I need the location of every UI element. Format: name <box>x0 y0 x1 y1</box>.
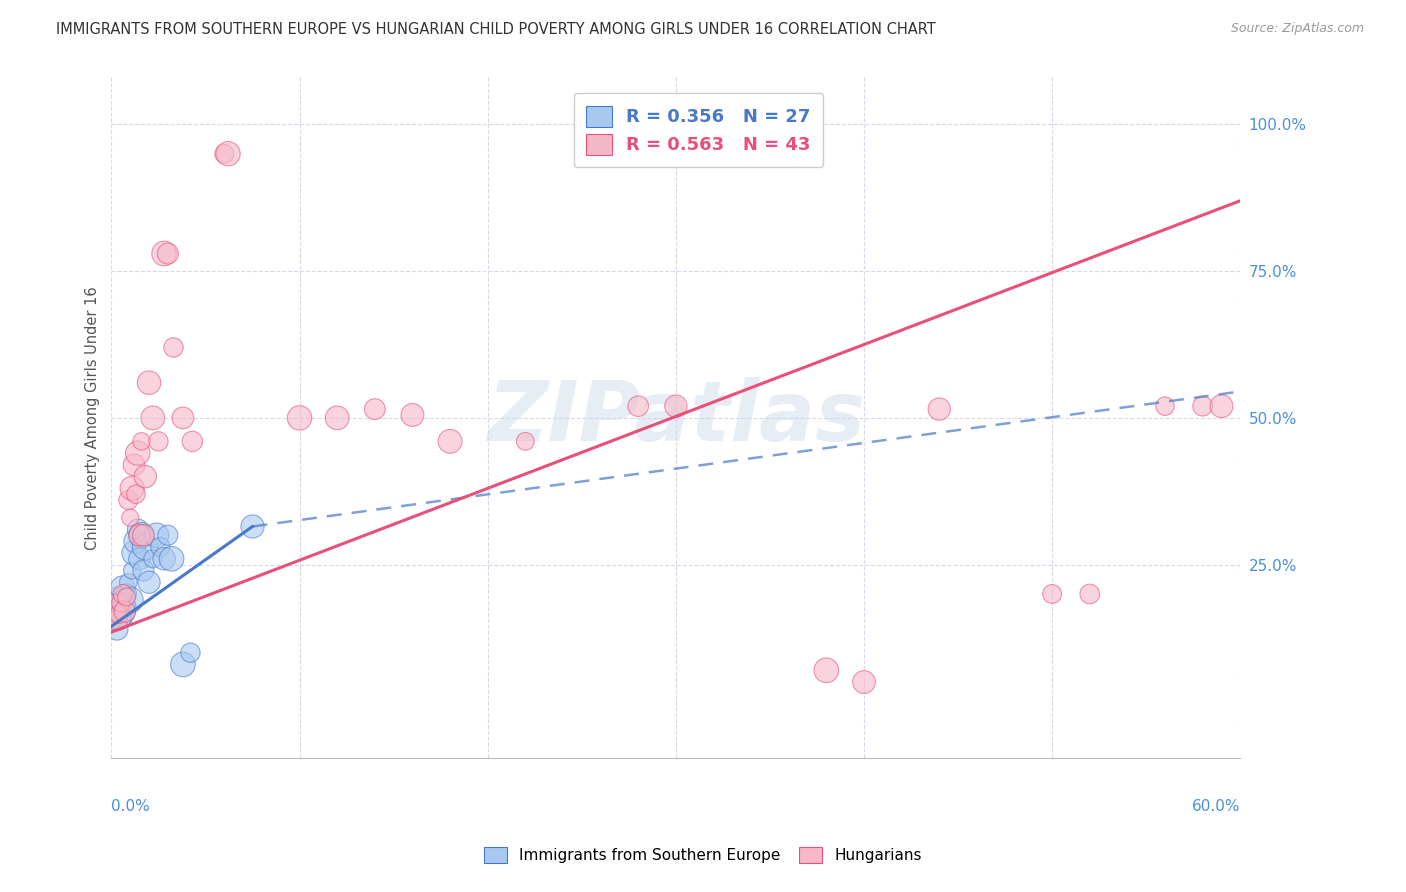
Point <box>156 246 179 260</box>
Point <box>179 646 201 660</box>
Point <box>439 434 461 449</box>
Point <box>114 599 136 613</box>
Point <box>104 601 127 615</box>
Text: Source: ZipAtlas.com: Source: ZipAtlas.com <box>1230 22 1364 36</box>
Point <box>125 487 148 501</box>
Text: 60.0%: 60.0% <box>1192 799 1240 814</box>
Point <box>117 575 139 590</box>
Point <box>928 402 950 417</box>
Point <box>128 528 150 542</box>
Point <box>172 657 194 672</box>
Point <box>105 622 128 636</box>
Point <box>108 610 131 624</box>
Point <box>114 605 136 619</box>
Point <box>160 551 183 566</box>
Point <box>108 607 131 622</box>
Point <box>214 146 236 161</box>
Point <box>138 376 160 390</box>
Point <box>131 528 153 542</box>
Point <box>627 399 650 413</box>
Point <box>853 675 876 690</box>
Point <box>242 519 264 533</box>
Point <box>125 534 148 549</box>
Point <box>132 564 155 578</box>
Point <box>153 551 176 566</box>
Point <box>364 402 387 417</box>
Point <box>138 575 160 590</box>
Point <box>217 146 239 161</box>
Point <box>134 469 156 483</box>
Point <box>142 410 165 425</box>
Legend: R = 0.356   N = 27, R = 0.563   N = 43: R = 0.356 N = 27, R = 0.563 N = 43 <box>574 94 823 168</box>
Point <box>127 523 149 537</box>
Point <box>142 551 165 566</box>
Point <box>120 510 142 524</box>
Point <box>1078 587 1101 601</box>
Point <box>181 434 204 449</box>
Point <box>145 528 167 542</box>
Point <box>131 434 153 449</box>
Point <box>121 481 143 495</box>
Point <box>149 540 172 554</box>
Point <box>115 590 138 604</box>
Point <box>288 410 311 425</box>
Point <box>120 592 142 607</box>
Legend: Immigrants from Southern Europe, Hungarians: Immigrants from Southern Europe, Hungari… <box>477 839 929 871</box>
Point <box>104 601 127 615</box>
Y-axis label: Child Poverty Among Girls Under 16: Child Poverty Among Girls Under 16 <box>86 286 100 549</box>
Point <box>515 434 537 449</box>
Point <box>111 581 134 595</box>
Point <box>117 493 139 508</box>
Point <box>122 546 145 560</box>
Point <box>162 341 184 355</box>
Point <box>148 434 170 449</box>
Point <box>110 596 132 610</box>
Point <box>815 663 838 677</box>
Point <box>128 551 150 566</box>
Point <box>172 410 194 425</box>
Point <box>134 540 156 554</box>
Point <box>1040 587 1063 601</box>
Text: IMMIGRANTS FROM SOUTHERN EUROPE VS HUNGARIAN CHILD POVERTY AMONG GIRLS UNDER 16 : IMMIGRANTS FROM SOUTHERN EUROPE VS HUNGA… <box>56 22 936 37</box>
Point <box>401 408 423 422</box>
Text: 0.0%: 0.0% <box>111 799 150 814</box>
Point <box>156 528 179 542</box>
Point <box>153 246 176 260</box>
Point <box>121 564 143 578</box>
Point <box>111 587 134 601</box>
Point <box>132 528 155 542</box>
Point <box>1154 399 1177 413</box>
Point <box>105 614 128 628</box>
Text: ZIPatlas: ZIPatlas <box>486 377 865 458</box>
Point <box>122 458 145 472</box>
Point <box>326 410 349 425</box>
Point <box>1211 399 1233 413</box>
Point <box>665 399 688 413</box>
Point <box>115 587 138 601</box>
Point <box>110 592 132 607</box>
Point <box>127 446 149 460</box>
Point <box>1191 399 1213 413</box>
